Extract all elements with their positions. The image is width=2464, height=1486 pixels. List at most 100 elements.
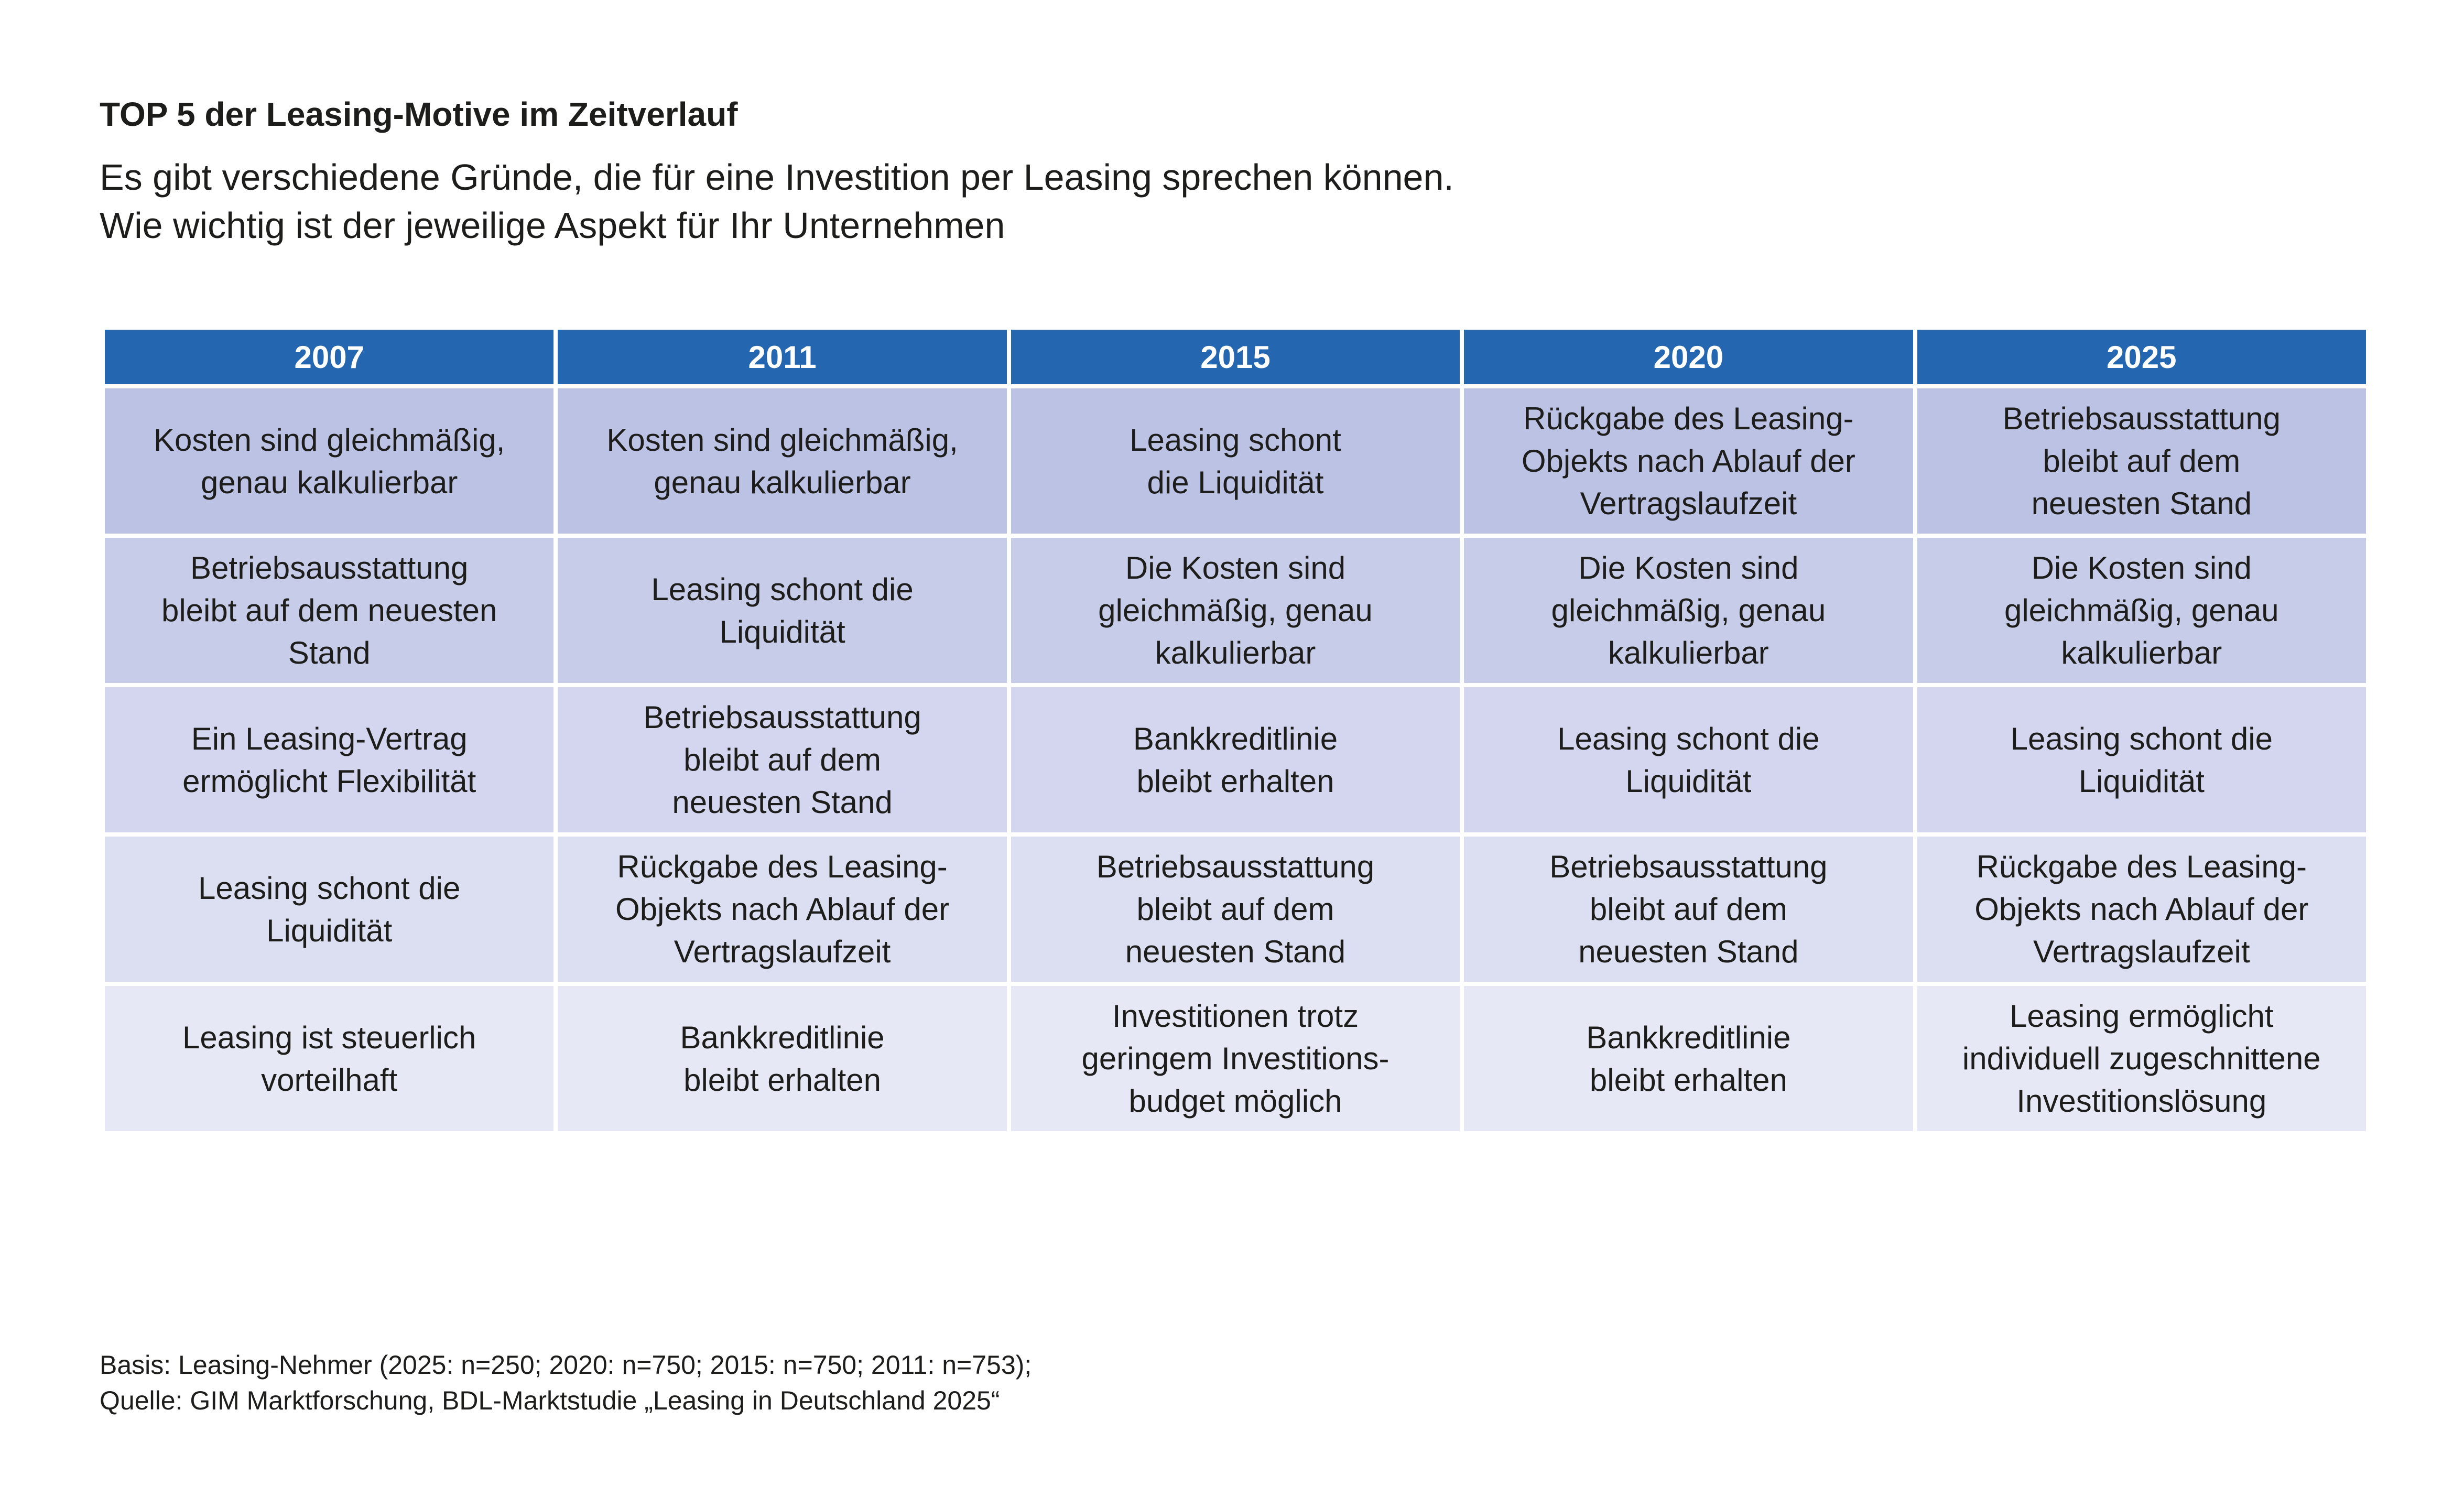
motive-cell: Kosten sind gleichmäßig, genau kalkulierb…: [553, 384, 1011, 538]
motive-text-line: kalkulierbar: [1608, 635, 1769, 670]
motive-text-line: genau kalkulierbar: [654, 464, 911, 500]
motive-text-line: genau kalkulierbar: [201, 464, 458, 500]
motive-text-line: Ein Leasing-Vertrag: [191, 721, 468, 756]
motive-text-line: Die Kosten sind: [2031, 550, 2252, 585]
motive-text-line: Rückgabe des Leasing-: [1976, 849, 2307, 884]
motive-cell: Leasing schont die Liquidität: [100, 832, 558, 986]
motive-cell: Leasing ermöglicht individuell zugeschnit…: [1913, 982, 2371, 1135]
motive-text-line: Stand: [288, 635, 371, 670]
motive-cell: Die Kosten sind gleichmäßig, genau kalkuli…: [1460, 534, 1917, 687]
motive-text-line: bleibt auf dem: [683, 742, 882, 777]
motive-text-line: neuesten Stand: [672, 785, 893, 820]
motive-text-line: kalkulierbar: [1155, 635, 1316, 670]
rank-row-4: Leasing schont die Liquidität Rückgabe des…: [100, 832, 2371, 986]
rank-row-3: Ein Leasing-Vertrag ermöglicht Flexibilit…: [100, 683, 2371, 837]
motive-cell: Die Kosten sind gleichmäßig, genau kalkuli…: [1006, 534, 1464, 687]
motive-text-line: Objekts nach Ablauf der: [615, 892, 950, 927]
motive-text-line: Investitionslösung: [2016, 1083, 2267, 1119]
motive-text-line: Die Kosten sind: [1125, 550, 1346, 585]
footnote: Basis: Leasing-Nehmer (2025: n=250; 2020…: [100, 1347, 1032, 1418]
motive-cell: Rückgabe des Leasing- Objekts nach Ablauf…: [553, 832, 1011, 986]
motive-text-line: Liquidität: [719, 614, 845, 649]
motive-text-line: neuesten Stand: [1578, 934, 1799, 969]
motive-text-line: Leasing schont: [1130, 422, 1341, 458]
motive-text-line: kalkulierbar: [2061, 635, 2222, 670]
motive-cell: Betriebsausstattung bleibt auf dem neueste…: [553, 683, 1011, 837]
motive-text-line: Investitionen trotz: [1112, 999, 1359, 1034]
motive-text-line: Liquidität: [2078, 763, 2205, 799]
motive-cell: Bankkreditlinie bleibt erhalten: [1006, 683, 1464, 837]
motive-text-line: individuell zugeschnittene: [1962, 1041, 2321, 1076]
motive-text-line: Leasing schont die: [1557, 721, 1820, 756]
motive-text-line: Die Kosten sind: [1578, 550, 1799, 585]
motive-text-line: budget möglich: [1128, 1083, 1342, 1119]
motive-cell: Rückgabe des Leasing- Objekts nach Ablauf…: [1913, 832, 2371, 986]
motive-text-line: ermöglicht Flexibilität: [182, 763, 476, 799]
motive-text-line: neuesten Stand: [2031, 486, 2252, 521]
motive-text-line: Betriebsausstattung: [643, 700, 921, 735]
rank-row-5: Leasing ist steuerlich vorteilhaft Bankkre…: [100, 982, 2371, 1135]
motive-text-line: Betriebsausstattung: [1549, 849, 1828, 884]
leasing-motives-table: 2007 2011 2015 2020 2025 Kosten sind gle…: [100, 326, 2371, 1135]
motive-text-line: Vertragslaufzeit: [2033, 934, 2250, 969]
motive-text-line: Bankkreditlinie: [680, 1019, 885, 1055]
motive-cell: Betriebsausstattung bleibt auf dem neueste…: [1460, 832, 1917, 986]
motive-text-line: Leasing ermöglicht: [2009, 999, 2274, 1034]
motive-cell: Bankkreditlinie bleibt erhalten: [1460, 982, 1917, 1135]
motive-cell: Betriebsausstattung bleibt auf dem neueste…: [1006, 832, 1464, 986]
year-header-2015: 2015: [1006, 326, 1464, 388]
motive-cell: Leasing schont die Liquidität: [1460, 683, 1917, 837]
motive-text-line: bleibt auf dem: [1589, 892, 1787, 927]
motive-cell: Betriebsausstattung bleibt auf dem neueste…: [1913, 384, 2371, 538]
motive-text-line: Kosten sind gleichmäßig,: [606, 422, 958, 458]
motive-text-line: Liquidität: [1625, 763, 1752, 799]
motive-cell: Rückgabe des Leasing- Objekts nach Ablauf…: [1460, 384, 1917, 538]
year-header-2007: 2007: [100, 326, 558, 388]
motive-text-line: Leasing schont die: [651, 571, 914, 607]
motive-text-line: Rückgabe des Leasing-: [1523, 401, 1854, 436]
motive-text-line: Betriebsausstattung: [190, 550, 469, 585]
motive-text-line: bleibt erhalten: [1136, 763, 1334, 799]
year-header-row: 2007 2011 2015 2020 2025: [100, 326, 2371, 388]
motive-cell: Leasing schont die Liquidität: [553, 534, 1011, 687]
motive-text-line: Leasing schont die: [2010, 721, 2273, 756]
motive-text-line: bleibt auf dem: [2043, 443, 2241, 479]
subtitle-line-1: Es gibt verschiedene Gründe, die für ein…: [100, 157, 1454, 198]
chart-subtitle: Es gibt verschiedene Gründe, die für ein…: [100, 153, 1454, 250]
motive-text-line: Liquidität: [266, 913, 393, 948]
year-header-2011: 2011: [553, 326, 1011, 388]
motive-cell: Leasing ist steuerlich vorteilhaft: [100, 982, 558, 1135]
motive-cell: Investitionen trotz geringem Investitions…: [1006, 982, 1464, 1135]
motive-text-line: bleibt erhalten: [1589, 1062, 1787, 1098]
motive-cell: Ein Leasing-Vertrag ermöglicht Flexibilit…: [100, 683, 558, 837]
motive-text-line: bleibt erhalten: [683, 1062, 882, 1098]
motive-text-line: Kosten sind gleichmäßig,: [154, 422, 505, 458]
motive-cell: Leasing schont die Liquidität: [1913, 683, 2371, 837]
motive-text-line: Vertragslaufzeit: [674, 934, 891, 969]
rank-row-1: Kosten sind gleichmäßig, genau kalkulierb…: [100, 384, 2371, 538]
footnote-source: Quelle: GIM Marktforschung, BDL-Marktstu…: [100, 1386, 1000, 1415]
motive-text-line: bleibt auf dem neuesten: [161, 593, 497, 628]
motive-cell: Die Kosten sind gleichmäßig, genau kalkuli…: [1913, 534, 2371, 687]
motive-cell: Leasing schont die Liquidität: [1006, 384, 1464, 538]
motive-text-line: Betriebsausstattung: [1096, 849, 1375, 884]
year-header-2020: 2020: [1460, 326, 1917, 388]
motive-text-line: bleibt auf dem: [1136, 892, 1334, 927]
motive-text-line: Rückgabe des Leasing-: [617, 849, 948, 884]
motive-cell: Betriebsausstattung bleibt auf dem neuest…: [100, 534, 558, 687]
motive-text-line: Vertragslaufzeit: [1580, 486, 1797, 521]
motive-text-line: vorteilhaft: [261, 1062, 398, 1098]
motive-text-line: Leasing schont die: [198, 870, 461, 906]
motive-text-line: Bankkreditlinie: [1133, 721, 1338, 756]
ranking-rows: Kosten sind gleichmäßig, genau kalkulierb…: [100, 384, 2371, 1135]
rank-row-2: Betriebsausstattung bleibt auf dem neuest…: [100, 534, 2371, 687]
motive-text-line: gleichmäßig, genau: [1551, 593, 1826, 628]
motive-text-line: geringem Investitions-: [1081, 1041, 1390, 1076]
motive-cell: Bankkreditlinie bleibt erhalten: [553, 982, 1011, 1135]
motive-text-line: neuesten Stand: [1125, 934, 1346, 969]
footnote-basis: Basis: Leasing-Nehmer (2025: n=250; 2020…: [100, 1350, 1032, 1380]
year-header-2025: 2025: [1913, 326, 2371, 388]
subtitle-line-2: Wie wichtig ist der jeweilige Aspekt für…: [100, 205, 1005, 246]
motive-text-line: gleichmäßig, genau: [1098, 593, 1373, 628]
motive-text-line: Objekts nach Ablauf der: [1974, 892, 2309, 927]
